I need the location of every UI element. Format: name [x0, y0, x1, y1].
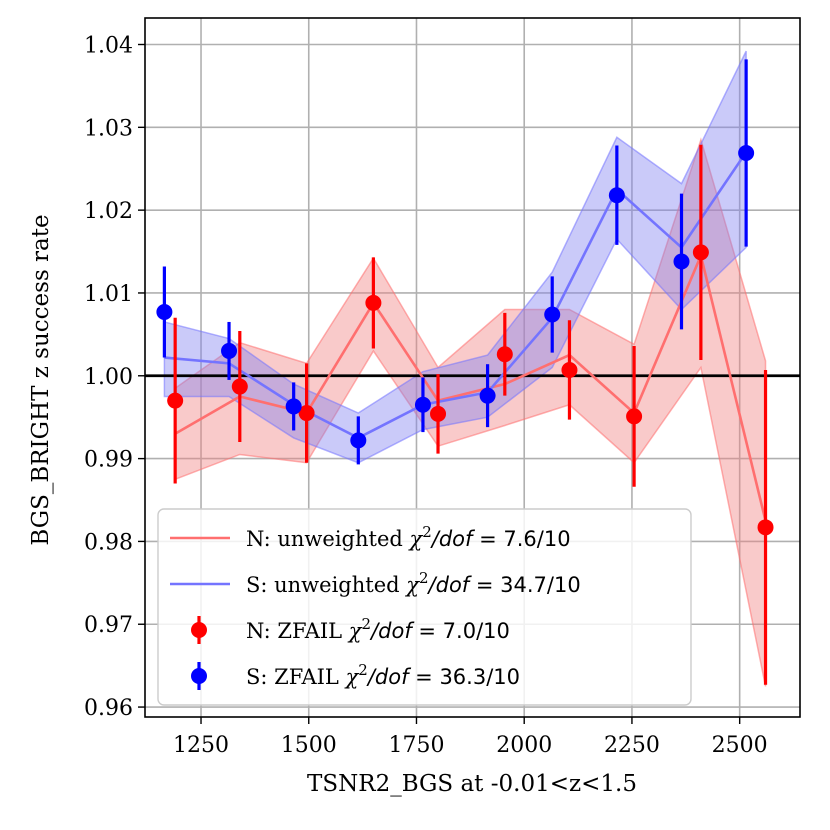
- legend-prefix: S: ZFAIL: [246, 665, 346, 689]
- point-n: [561, 361, 578, 378]
- legend-chi-symbol: χ: [404, 573, 420, 597]
- plot-frame: [144, 17, 801, 718]
- x-axis-label: TSNR2_BGS at -0.01<z<1.5: [307, 771, 637, 797]
- y-tick-label: 1.01: [84, 282, 133, 307]
- band-n: [174, 137, 767, 687]
- legend-chi2-value: = 34.7/10: [469, 573, 581, 597]
- line-n: [174, 251, 767, 522]
- line-s: [164, 151, 748, 440]
- point-n: [298, 405, 315, 422]
- point-s: [414, 396, 431, 413]
- error-bars: [156, 59, 774, 685]
- point-n: [757, 519, 774, 536]
- x-axis: 1250 1500 1750 2000 2250 2500: [173, 717, 768, 758]
- y-tick-label: 1.03: [84, 116, 133, 141]
- point-n: [167, 392, 184, 409]
- y-axis-label: BGS_BRIGHT z success rate: [28, 214, 54, 545]
- y-tick-label: 1.00: [84, 365, 133, 390]
- legend-label-s: S: unweighted χ2/dof = 34.7/10: [246, 569, 581, 597]
- legend-label-n: N: unweighted χ2/dof = 7.6/10: [246, 523, 571, 551]
- legend-chi2-value: = 7.6/10: [472, 527, 570, 551]
- point-s: [544, 306, 561, 323]
- legend-superscript: 2: [358, 661, 368, 679]
- legend-chi2-value: = 7.0/10: [412, 619, 510, 643]
- legend-marker-n: [191, 622, 207, 638]
- legend-label-n: N: ZFAIL χ2/dof = 7.0/10: [246, 615, 510, 643]
- point-s: [479, 387, 496, 404]
- series-lines: [164, 151, 767, 522]
- point-n: [430, 405, 447, 422]
- y-tick-label: 0.96: [84, 696, 133, 721]
- band-s: [163, 50, 747, 464]
- point-n: [692, 244, 709, 261]
- point-s: [673, 253, 690, 270]
- legend-marker-s: [191, 668, 207, 684]
- x-tick-label: 1500: [281, 733, 337, 758]
- x-tick-label: 2500: [712, 733, 768, 758]
- legend-prefix: N: unweighted: [246, 527, 410, 551]
- y-tick-label: 1.04: [84, 34, 133, 59]
- point-s: [350, 432, 367, 449]
- legend-superscript: 2: [362, 615, 372, 633]
- legend-chi-symbol: χ: [347, 619, 363, 643]
- point-s: [156, 304, 173, 321]
- legend-prefix: S: unweighted: [246, 573, 406, 597]
- legend: N: unweighted χ2/dof = 7.6/10S: unweight…: [157, 508, 692, 706]
- legend-dof: /dof: [427, 573, 473, 597]
- x-tick-label: 1750: [388, 733, 444, 758]
- point-n: [365, 294, 382, 311]
- point-n: [496, 346, 513, 363]
- legend-chi2-value: = 36.3/10: [409, 665, 521, 689]
- legend-superscript: 2: [419, 569, 429, 587]
- legend-box: [157, 508, 692, 706]
- y-tick-label: 0.97: [84, 613, 133, 638]
- legend-prefix: N: ZFAIL: [246, 619, 349, 643]
- legend-dof: /dof: [369, 619, 415, 643]
- point-s: [738, 144, 755, 161]
- legend-chi-symbol: χ: [408, 527, 424, 551]
- point-n: [626, 408, 643, 425]
- x-tick-label: 1250: [173, 733, 229, 758]
- legend-dof: /dof: [366, 665, 412, 689]
- legend-label-s: S: ZFAIL χ2/dof = 36.3/10: [246, 661, 520, 689]
- point-s: [285, 398, 302, 415]
- legend-superscript: 2: [422, 523, 432, 541]
- y-tick-label: 1.02: [84, 199, 133, 224]
- y-tick-label: 0.99: [84, 448, 133, 473]
- point-s: [221, 342, 238, 359]
- y-tick-label: 0.98: [84, 530, 133, 555]
- bands: [163, 50, 767, 687]
- y-axis: 0.96 0.97 0.98 0.99 1.00 1.01 1.02 1.03 1.04: [84, 34, 145, 721]
- x-tick-label: 2000: [496, 733, 552, 758]
- x-tick-label: 2250: [604, 733, 660, 758]
- point-s: [608, 187, 625, 204]
- legend-dof: /dof: [430, 527, 476, 551]
- legend-chi-symbol: χ: [344, 665, 360, 689]
- point-n: [231, 378, 248, 395]
